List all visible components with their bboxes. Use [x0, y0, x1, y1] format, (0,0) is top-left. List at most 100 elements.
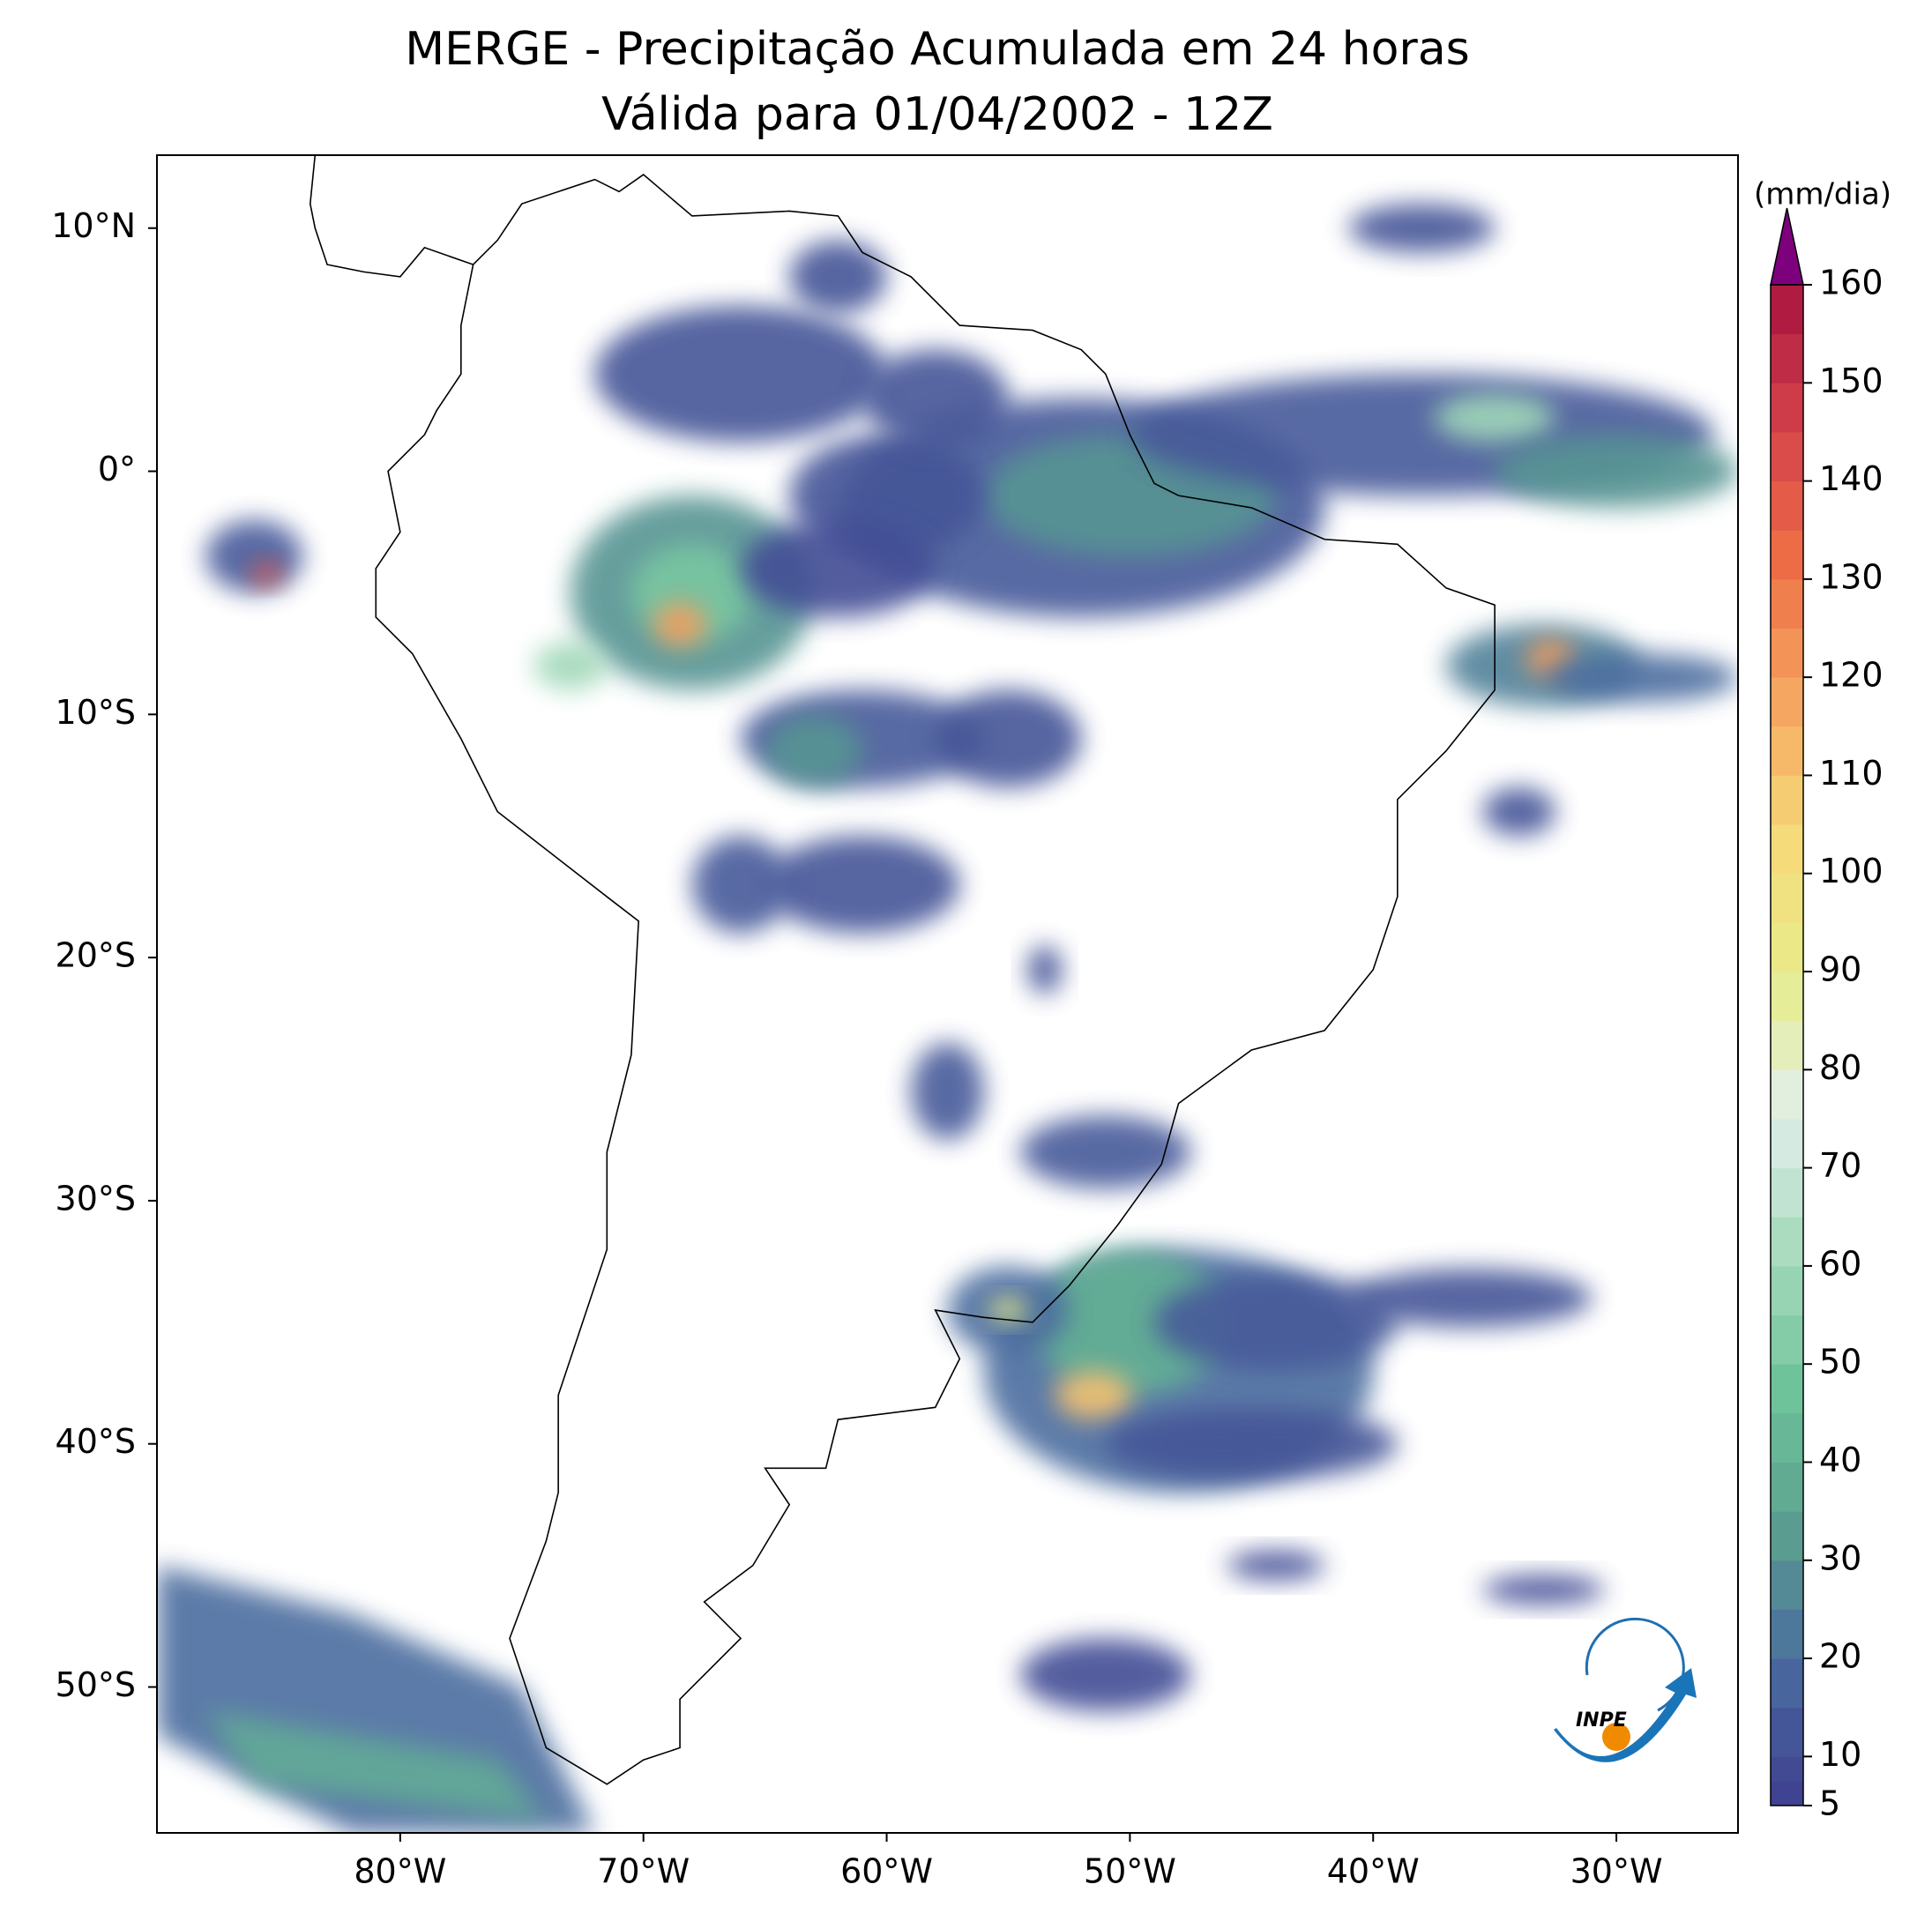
colorbar-band [1771, 775, 1803, 825]
colorbar-band [1771, 1364, 1803, 1414]
colorbar-tick-label: 140 [1819, 459, 1884, 498]
precipitation-area [1153, 1273, 1398, 1371]
colorbar-band [1771, 1560, 1803, 1610]
colorbar-tick-label: 90 [1819, 950, 1861, 989]
precipitation-area [1020, 1115, 1191, 1189]
colorbar-band [1771, 480, 1803, 531]
colorbar: 5 10 20 30 40 50 60 70 80 90 100 110 120 130 140 150 160 [1770, 207, 1884, 1823]
precipitation-area [1227, 1551, 1325, 1581]
y-tick-label: 50°S [56, 1665, 136, 1704]
colorbar-tick-label: 50 [1819, 1343, 1861, 1382]
colorbar-band [1771, 1756, 1803, 1782]
precipitation-area [1054, 1370, 1133, 1420]
colorbar-band [1771, 1511, 1803, 1561]
precipitation-area [594, 305, 887, 443]
colorbar-band [1771, 677, 1803, 727]
x-tick-label: 60°W [840, 1852, 933, 1891]
colorbar-tick-label: 30 [1819, 1538, 1861, 1577]
y-tick-label: 10°N [51, 206, 136, 245]
colorbar-tick-label: 40 [1819, 1441, 1861, 1479]
colorbar-tick-label: 160 [1819, 264, 1884, 302]
colorbar-band [1771, 972, 1803, 1022]
logo-arrow [1554, 1668, 1697, 1762]
precipitation-area [1033, 1249, 1227, 1396]
x-tick-label: 30°W [1570, 1852, 1663, 1891]
precipitation-area [1020, 1638, 1191, 1712]
colorbar-label: (mm/dia) [1754, 177, 1891, 212]
colorbar-tick-label: 70 [1819, 1146, 1861, 1185]
colorbar-tick-label: 10 [1819, 1735, 1861, 1774]
precipitation-area [1495, 435, 1738, 508]
x-tick-label: 80°W [354, 1852, 446, 1891]
precipitation-area [1348, 1269, 1593, 1328]
logo-orbit [1585, 1617, 1685, 1712]
subtitle: Válida para 01/04/2002 - 12Z [601, 88, 1273, 141]
colorbar-band [1771, 1781, 1803, 1806]
y-tick-label: 0° [98, 450, 136, 488]
colorbar-band [1771, 824, 1803, 875]
colorbar-band [1771, 383, 1803, 433]
colorbar-band [1771, 1658, 1803, 1709]
colorbar-tick-label: 100 [1819, 852, 1884, 890]
precipitation-area [935, 689, 1082, 788]
colorbar-band [1771, 530, 1803, 580]
logo: INPE [1554, 1617, 1697, 1762]
colorbar-tick-label: 80 [1819, 1048, 1861, 1087]
logo-sun [1602, 1723, 1630, 1751]
x-tick-label: 70°W [597, 1852, 690, 1891]
title: MERGE - Precipitação Acumulada em 24 hor… [405, 23, 1470, 76]
colorbar-tick-label: 130 [1819, 557, 1884, 596]
colorbar-band [1771, 873, 1803, 923]
axis-ticks: 80°W 70°W 60°W 50°W 40°W 30°W 10°N 0° 10°S 20°S 30… [51, 206, 1662, 1890]
precipitation-area [251, 561, 281, 586]
colorbar-band [1771, 628, 1803, 678]
colorbar-tick-label: 120 [1819, 656, 1884, 695]
precipitation-area [1348, 204, 1496, 253]
map-area [157, 155, 1738, 1833]
colorbar-band [1771, 1265, 1803, 1316]
precipitation-area [911, 1042, 984, 1140]
colorbar-tick-label: 110 [1819, 754, 1884, 793]
colorbar-tick-label: 60 [1819, 1244, 1861, 1283]
colorbar-tick-label: 20 [1819, 1637, 1861, 1676]
colorbar-band [1771, 1020, 1803, 1070]
colorbar-band [1771, 333, 1803, 384]
colorbar-extend [1770, 207, 1804, 286]
x-tick-label: 50°W [1084, 1852, 1176, 1891]
y-tick-label: 30°S [56, 1179, 136, 1218]
y-tick-label: 20°S [56, 936, 136, 975]
precipitation-area [862, 349, 1009, 447]
precipitation-area [1482, 787, 1556, 837]
colorbar-band [1771, 1118, 1803, 1169]
precipitation-area [653, 602, 707, 647]
precipitation-area [533, 641, 608, 690]
precipitation-area [1027, 945, 1063, 994]
precipitation-area [1543, 653, 1738, 703]
colorbar-band [1771, 285, 1803, 335]
colorbar-band [1771, 1217, 1803, 1267]
map-frame [156, 154, 1739, 1834]
colorbar-tick-label: 5 [1819, 1784, 1840, 1823]
precipitation-area [205, 519, 303, 593]
x-tick-label: 40°W [1327, 1852, 1420, 1891]
colorbar-band [1771, 922, 1803, 972]
colorbar-band [1771, 1707, 1803, 1757]
colorbar-band [1771, 1609, 1803, 1659]
precipitation-area [205, 1711, 547, 1821]
logo-text: INPE [1576, 1709, 1627, 1732]
precipitation-area [789, 240, 887, 314]
colorbar-tick-label: 150 [1819, 361, 1884, 400]
precipitation-area [691, 836, 790, 934]
colorbar-band [1771, 578, 1803, 629]
precipitation-area [741, 519, 936, 618]
colorbar-band [1771, 1462, 1803, 1512]
y-tick-label: 40°S [56, 1422, 136, 1461]
coastline [309, 155, 1496, 1785]
colorbar-band [1771, 1314, 1803, 1365]
colorbar-band [1771, 431, 1803, 482]
colorbar-band [1771, 1412, 1803, 1463]
precipitation-area [1482, 1575, 1605, 1605]
colorbar-band [1771, 1069, 1803, 1120]
precipitation-area [765, 836, 960, 934]
